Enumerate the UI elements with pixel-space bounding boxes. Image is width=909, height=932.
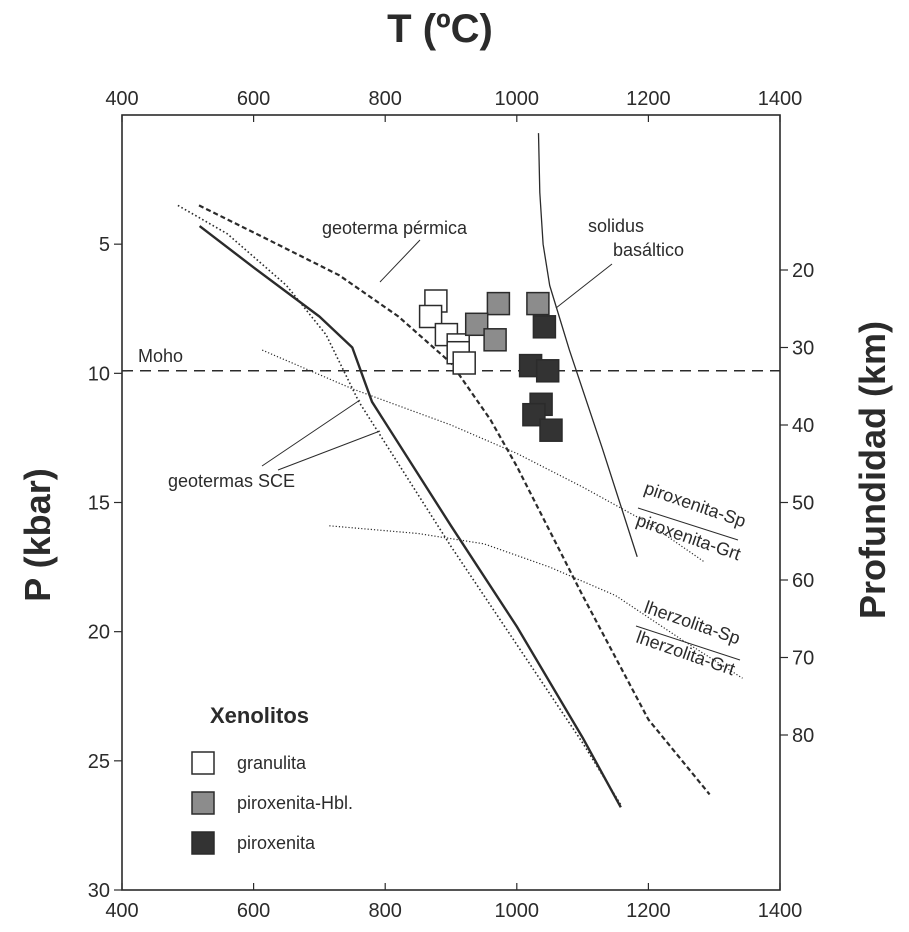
point-granulita bbox=[418, 304, 443, 329]
x-tick-label-top: 600 bbox=[237, 88, 270, 110]
y-tick-label: 15 bbox=[88, 493, 110, 515]
y-tick-label: 5 bbox=[99, 234, 110, 256]
x-tick-label-top: 800 bbox=[369, 88, 402, 110]
label-geoterma-permica: geoterma pérmica bbox=[322, 218, 468, 238]
divider-lherzolita bbox=[635, 625, 741, 661]
point-piroxenita-hbl- bbox=[483, 328, 507, 352]
y-tick-label: 25 bbox=[88, 751, 110, 773]
x-tick-label-bottom: 400 bbox=[105, 900, 138, 922]
curve-geotermas-sce bbox=[177, 204, 622, 806]
x-tick-label-bottom: 1400 bbox=[758, 900, 803, 922]
depth-tick-label: 30 bbox=[792, 338, 814, 360]
y-tick-label: 20 bbox=[88, 622, 110, 644]
point-piroxenita bbox=[535, 359, 560, 383]
point-piroxenita-hbl- bbox=[526, 291, 550, 316]
y-tick-label: 30 bbox=[88, 880, 110, 902]
point-piroxenita-hbl- bbox=[486, 291, 511, 316]
label-geotermas-sce: geotermas SCE bbox=[168, 471, 295, 491]
curves bbox=[122, 133, 780, 808]
depth-tick-label: 20 bbox=[792, 260, 814, 282]
depth-tick-label: 50 bbox=[792, 493, 814, 515]
point-piroxenita-hbl- bbox=[464, 312, 489, 337]
x-tick-label-top: 400 bbox=[105, 88, 138, 110]
curve-solidus-bas-ltico bbox=[537, 133, 638, 557]
legend-swatch-piroxenita bbox=[191, 831, 215, 855]
legend-swatch-granulita bbox=[191, 751, 215, 775]
legend-swatch-piroxenita-hbl bbox=[191, 791, 215, 815]
depth-tick-label: 60 bbox=[792, 570, 814, 592]
depth-tick-label: 70 bbox=[792, 648, 814, 670]
leader-sce-2 bbox=[277, 430, 381, 471]
label-solidus-2: basáltico bbox=[613, 240, 684, 260]
x-tick-label-bottom: 800 bbox=[369, 900, 402, 922]
x-axis-title: T (ºC) bbox=[387, 7, 493, 51]
legend-label-piroxenita: piroxenita bbox=[237, 833, 316, 853]
y-axis-title: P (kbar) bbox=[17, 468, 58, 601]
leader-geoterma-permica bbox=[379, 239, 421, 283]
depth-tick-label: 80 bbox=[792, 725, 814, 747]
x-tick-label-top: 1000 bbox=[495, 88, 540, 110]
curve-geotermas-sce bbox=[198, 225, 622, 808]
point-piroxenita bbox=[539, 418, 563, 442]
point-piroxenita bbox=[532, 315, 557, 339]
legend: Xenolitos granulita piroxenita-Hbl. piro… bbox=[191, 703, 353, 855]
y-tick-label: 10 bbox=[88, 363, 110, 385]
leader-sce-1 bbox=[261, 399, 361, 467]
divider-piroxenita bbox=[637, 507, 739, 541]
legend-label-piroxenita-hbl: piroxenita-Hbl. bbox=[237, 793, 353, 813]
x-tick-label-top: 1200 bbox=[626, 88, 671, 110]
point-granulita bbox=[452, 351, 476, 375]
right-axis-title: Profundidad (km) bbox=[852, 321, 893, 619]
x-tick-label-bottom: 1200 bbox=[626, 900, 671, 922]
xenolith-points bbox=[418, 289, 563, 442]
axis-ticks: 400 400 600 600 800 800 1000 1000 1200 1200 1400 14… bbox=[88, 88, 815, 922]
x-tick-label-top: 1400 bbox=[758, 88, 803, 110]
depth-tick-label: 40 bbox=[792, 415, 814, 437]
leader-solidus bbox=[555, 263, 613, 309]
label-solidus-1: solidus bbox=[588, 216, 644, 236]
x-tick-label-bottom: 600 bbox=[237, 900, 270, 922]
curve-geoterma-p-rmica bbox=[198, 204, 711, 796]
label-moho: Moho bbox=[138, 346, 183, 366]
x-tick-label-bottom: 1000 bbox=[495, 900, 540, 922]
legend-title: Xenolitos bbox=[210, 703, 309, 728]
legend-label-granulita: granulita bbox=[237, 753, 307, 773]
